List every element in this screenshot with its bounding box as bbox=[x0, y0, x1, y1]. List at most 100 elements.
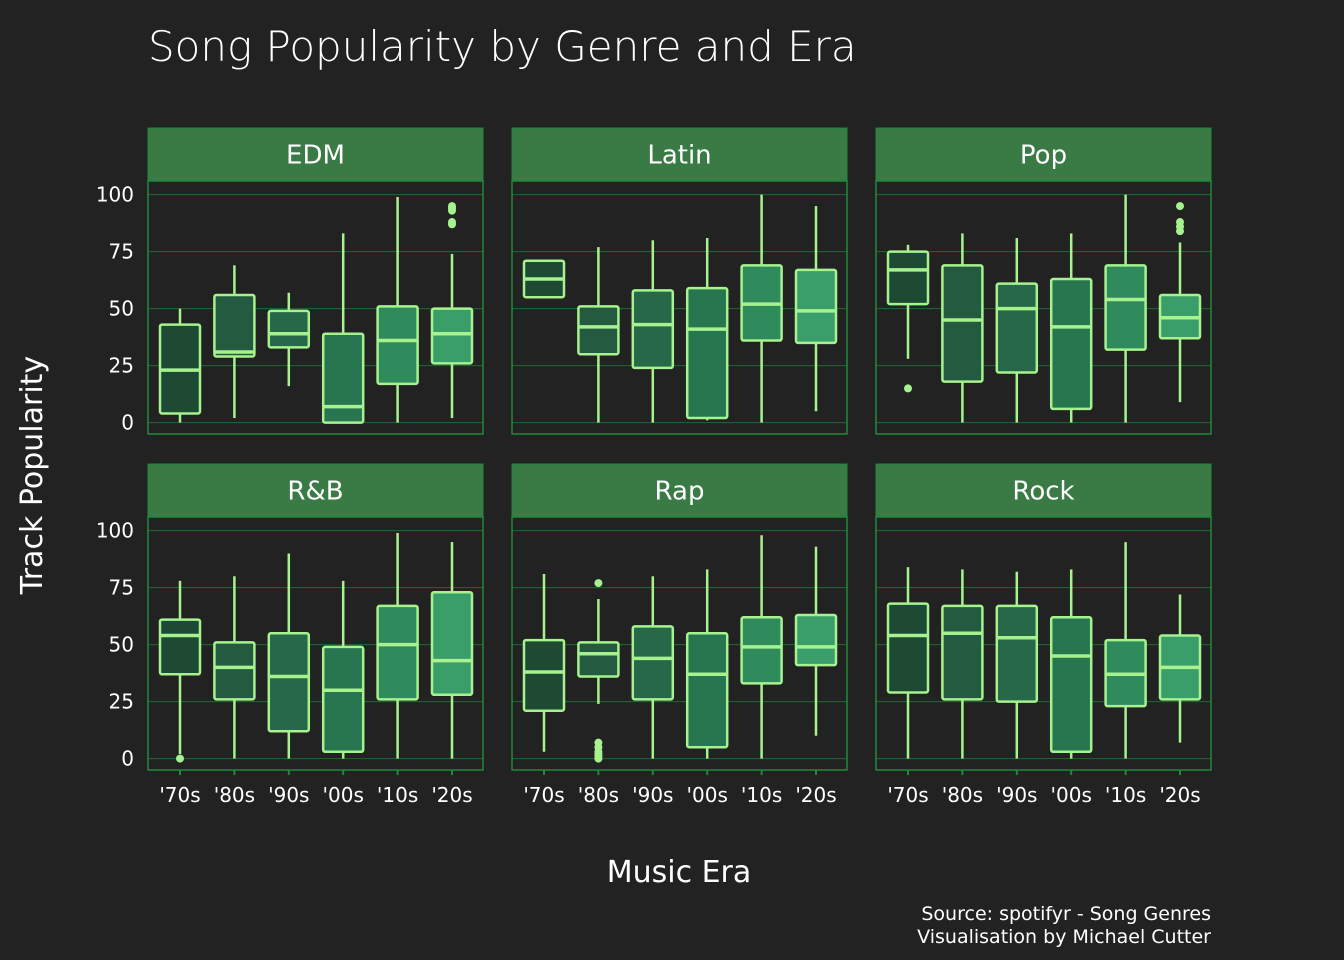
box-2 bbox=[995, 571, 1039, 759]
x-tick-label: '90s bbox=[632, 783, 673, 807]
box-iqr bbox=[577, 641, 620, 678]
box-iqr bbox=[376, 305, 419, 386]
box-0 bbox=[522, 573, 566, 752]
box-4 bbox=[1104, 542, 1147, 759]
box-2 bbox=[631, 576, 675, 759]
outlier-point bbox=[1176, 218, 1184, 227]
x-tick-label: '80s bbox=[942, 783, 983, 807]
panel-strip-label: Pop bbox=[1020, 141, 1067, 171]
x-tick-label: '10s bbox=[741, 783, 782, 807]
x-tick-label: '70s bbox=[523, 783, 564, 807]
y-tick-label: 75 bbox=[109, 576, 134, 600]
box-iqr bbox=[941, 264, 984, 383]
x-axis-title: Music Era bbox=[607, 855, 752, 890]
box-5 bbox=[794, 206, 838, 412]
box-iqr bbox=[213, 293, 256, 358]
y-tick-label: 25 bbox=[109, 354, 134, 378]
panel-rb: R&B 0 25 50 75 100 '70s '80s '90s '00s '10s '20s bbox=[96, 463, 484, 807]
panel-strip-label: EDM bbox=[286, 141, 345, 171]
box-iqr bbox=[886, 602, 930, 694]
x-tick-label: '10s bbox=[1105, 783, 1146, 807]
box-5 bbox=[1158, 202, 1202, 403]
box-iqr bbox=[631, 289, 675, 370]
box-iqr bbox=[213, 641, 256, 701]
x-tick-label: '20s bbox=[795, 783, 836, 807]
panel-frame bbox=[875, 516, 1212, 771]
box-2 bbox=[631, 240, 675, 423]
box-0 bbox=[158, 580, 202, 763]
panel-latin: Latin bbox=[511, 127, 848, 435]
box-iqr bbox=[1049, 277, 1093, 411]
box-iqr bbox=[1049, 616, 1093, 754]
box-iqr bbox=[794, 613, 838, 667]
panels: EDM 0 25 50 75 100 Latin Pop R&B 0 25 50 75 100 '70s '8… bbox=[96, 127, 1212, 807]
panel-rap: Rap '70s '80s '90s '00s '10s '20s bbox=[511, 463, 848, 807]
outlier-point bbox=[176, 754, 184, 763]
box-4 bbox=[376, 532, 419, 759]
box-iqr bbox=[995, 604, 1039, 703]
outlier-point bbox=[448, 218, 456, 227]
y-tick-label: 25 bbox=[109, 690, 134, 714]
panel-strip-label: R&B bbox=[287, 477, 343, 507]
box-3 bbox=[685, 237, 729, 421]
box-3 bbox=[321, 233, 365, 424]
box-4 bbox=[376, 196, 419, 423]
box-3 bbox=[1049, 569, 1093, 759]
box-iqr bbox=[430, 590, 474, 697]
panel-frame bbox=[147, 180, 484, 435]
panel-edm: EDM 0 25 50 75 100 bbox=[96, 127, 484, 435]
x-tick-label: '80s bbox=[578, 783, 619, 807]
box-iqr bbox=[522, 638, 566, 712]
box-0 bbox=[522, 259, 566, 299]
box-4 bbox=[740, 535, 783, 759]
box-iqr bbox=[376, 604, 419, 701]
y-tick-label: 0 bbox=[121, 747, 134, 771]
box-iqr bbox=[1104, 264, 1147, 351]
box-2 bbox=[267, 553, 311, 759]
caption-source: Source: spotifyr - Song Genres bbox=[921, 903, 1211, 925]
box-1 bbox=[213, 576, 256, 759]
box-iqr bbox=[794, 268, 838, 345]
box-1 bbox=[941, 569, 984, 759]
outlier-point bbox=[1176, 202, 1184, 211]
box-iqr bbox=[941, 604, 984, 701]
x-tick-label: '20s bbox=[431, 783, 472, 807]
panel-strip bbox=[147, 127, 484, 182]
box-iqr bbox=[430, 307, 474, 365]
box-3 bbox=[685, 569, 729, 759]
outlier-point bbox=[448, 202, 456, 211]
box-0 bbox=[158, 308, 202, 423]
panel-frame bbox=[147, 516, 484, 771]
x-tick-label: '90s bbox=[996, 783, 1037, 807]
box-iqr bbox=[267, 309, 311, 349]
panel-strip-label: Latin bbox=[647, 141, 711, 171]
outlier-point bbox=[904, 384, 912, 393]
x-tick-label: '10s bbox=[377, 783, 418, 807]
box-5 bbox=[430, 202, 474, 419]
box-iqr bbox=[995, 282, 1039, 374]
box-3 bbox=[1049, 233, 1093, 423]
x-tick-label: '80s bbox=[214, 783, 255, 807]
box-iqr bbox=[685, 286, 729, 420]
box-4 bbox=[1104, 194, 1147, 423]
box-1 bbox=[213, 265, 256, 419]
panel-strip bbox=[875, 127, 1212, 182]
panel-strip-label: Rap bbox=[655, 477, 705, 507]
panel-rock: Rock '70s '80s '90s '00s '10s '20s bbox=[875, 463, 1212, 807]
panel-frame bbox=[875, 180, 1212, 435]
box-4 bbox=[740, 194, 783, 423]
x-tick-label: '70s bbox=[159, 783, 200, 807]
x-tick-label: '00s bbox=[687, 783, 728, 807]
box-iqr bbox=[267, 631, 311, 733]
box-iqr bbox=[321, 645, 365, 754]
box-5 bbox=[430, 542, 474, 759]
panel-frame bbox=[511, 180, 848, 435]
box-iqr bbox=[577, 305, 620, 356]
y-tick-label: 50 bbox=[109, 297, 134, 321]
box-iqr bbox=[685, 631, 729, 749]
x-tick-label: '70s bbox=[887, 783, 928, 807]
box-iqr bbox=[740, 616, 783, 685]
box-0 bbox=[886, 567, 930, 759]
box-1 bbox=[941, 233, 984, 423]
panel-strip-label: Rock bbox=[1012, 477, 1074, 507]
